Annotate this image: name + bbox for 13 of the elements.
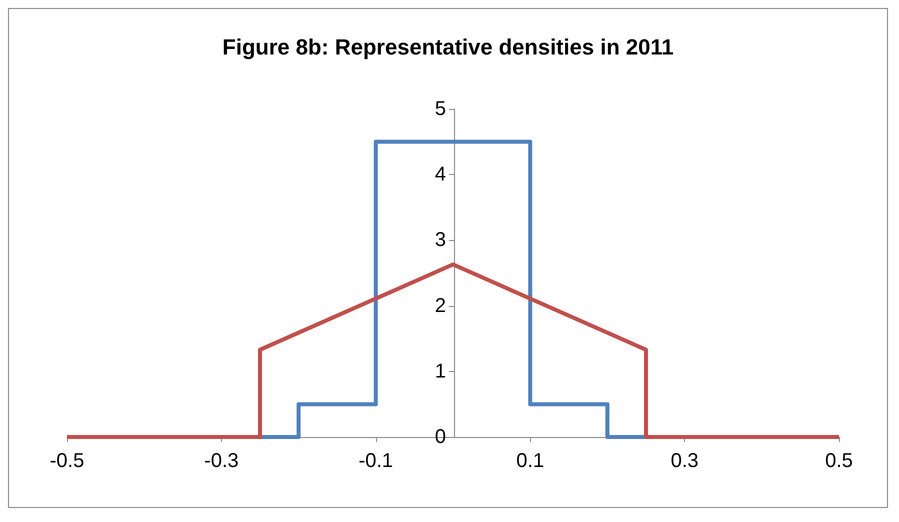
y-tick-label: 5 xyxy=(434,98,446,120)
y-tick-label: 3 xyxy=(434,229,446,252)
y-tick-label: 2 xyxy=(434,294,446,317)
y-tick-label: 0 xyxy=(434,426,446,448)
y-tick-label: 1 xyxy=(434,360,446,382)
x-tick-label: -0.5 xyxy=(50,450,84,472)
x-tick-label: 0.5 xyxy=(825,450,853,472)
x-tick-label: -0.1 xyxy=(358,450,394,472)
y-tick-label: 4 xyxy=(434,164,446,186)
chart-title: Figure 8b: Representative densities in 2011 xyxy=(222,34,674,60)
x-tick-label: 0.3 xyxy=(670,450,699,472)
x-tick-label: -0.3 xyxy=(204,450,239,472)
x-tick-label: 0.1 xyxy=(516,450,544,472)
